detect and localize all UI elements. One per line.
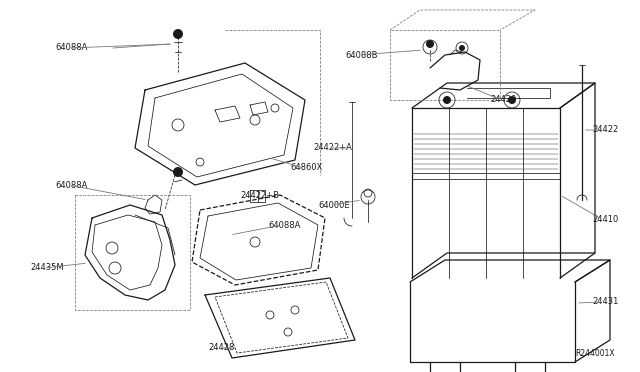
Text: 24420: 24420 <box>490 96 516 105</box>
Circle shape <box>443 96 451 104</box>
Text: 64000E: 64000E <box>318 201 349 209</box>
Text: 24435M: 24435M <box>30 263 63 273</box>
Text: 24431: 24431 <box>592 298 618 307</box>
Circle shape <box>459 45 465 51</box>
Text: 64860X: 64860X <box>290 164 323 173</box>
Text: 64088B: 64088B <box>345 51 378 60</box>
Text: 24422+B: 24422+B <box>240 190 279 199</box>
Text: 24428: 24428 <box>208 343 234 353</box>
Text: R244001X: R244001X <box>575 349 615 358</box>
Circle shape <box>173 167 183 177</box>
Text: 64088A: 64088A <box>55 180 88 189</box>
Text: 24422+A: 24422+A <box>313 144 352 153</box>
Circle shape <box>426 40 434 48</box>
Circle shape <box>173 29 183 39</box>
Text: 64088A: 64088A <box>55 44 88 52</box>
Circle shape <box>508 96 516 104</box>
Text: 64088A: 64088A <box>268 221 300 230</box>
Text: 24422: 24422 <box>592 125 618 135</box>
Text: 24410: 24410 <box>592 215 618 224</box>
